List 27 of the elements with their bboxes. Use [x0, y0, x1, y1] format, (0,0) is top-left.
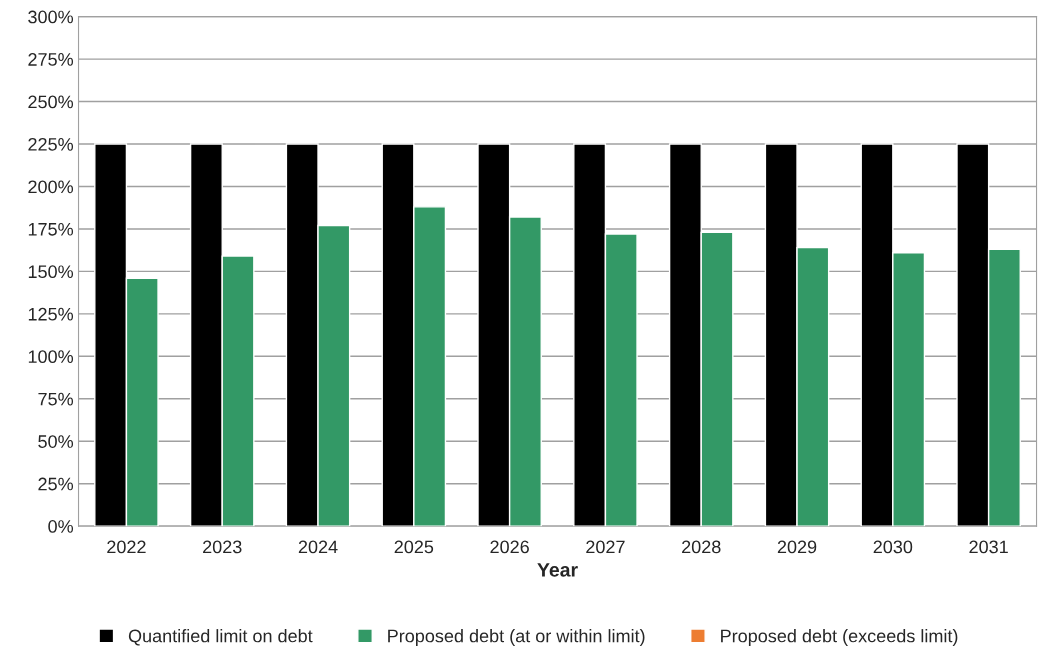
- x-tick-label: 2024: [298, 540, 338, 554]
- y-tick-label: 0%: [48, 520, 74, 533]
- y-tick-label: 75%: [38, 392, 74, 406]
- x-tick-label: 2027: [586, 540, 625, 554]
- x-tick-label: 2029: [777, 540, 817, 554]
- x-tick-label: 2028: [682, 540, 721, 554]
- y-tick-label: 200%: [28, 180, 74, 194]
- y-tick-label: 125%: [28, 307, 74, 321]
- legend-label: Proposed debt (exceeds limit): [721, 629, 958, 646]
- x-tick-label: 2025: [394, 540, 434, 554]
- y-tick-label: 275%: [28, 53, 74, 66]
- y-tick-label: 300%: [28, 10, 74, 24]
- y-tick-label: 25%: [38, 477, 74, 491]
- y-tick-label: 225%: [28, 137, 74, 151]
- x-tick-label: 2023: [203, 540, 242, 554]
- x-tick-label: 2030: [873, 540, 913, 554]
- x-tick-label: 2022: [107, 540, 146, 554]
- y-tick-label: 50%: [38, 435, 74, 448]
- y-tick-label: 250%: [28, 95, 74, 109]
- x-tick-label: 2031: [969, 540, 1008, 554]
- y-tick-label: 150%: [28, 265, 74, 279]
- legend-label: Quantified limit on debt: [128, 629, 313, 646]
- y-tick-label: 100%: [28, 350, 74, 364]
- x-tick-label: 2026: [490, 540, 529, 554]
- x-axis-title: Year: [537, 563, 578, 577]
- y-tick-label: 175%: [28, 222, 74, 236]
- legend-label: Proposed debt (at or within limit): [388, 629, 645, 646]
